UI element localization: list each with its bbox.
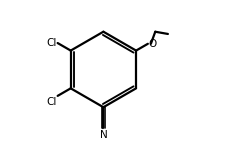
Text: Cl: Cl: [46, 38, 56, 48]
Text: N: N: [100, 130, 107, 140]
Text: O: O: [149, 39, 157, 49]
Text: Cl: Cl: [46, 97, 56, 107]
